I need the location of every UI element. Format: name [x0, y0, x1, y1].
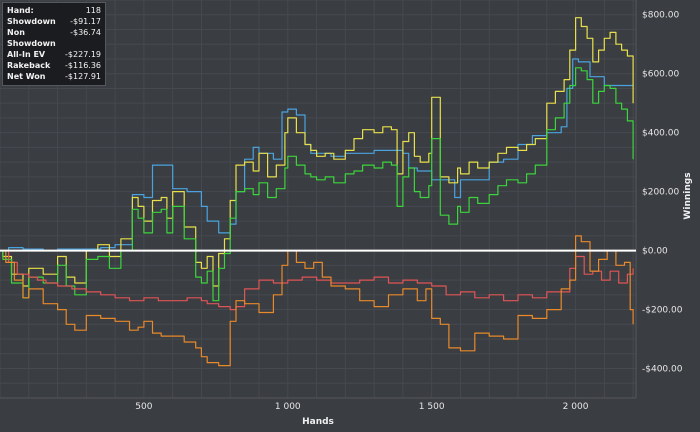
- y-tick-labels: $800.00 $600.00 $400.00 $200.00 $0.00 -$200.0…: [642, 11, 683, 375]
- y-axis-title: Winnings: [683, 172, 693, 219]
- y-tick-label: $200.00: [642, 188, 679, 198]
- y-tick-label: -$400.00: [642, 365, 683, 375]
- summary-value: -$127.91: [65, 72, 101, 81]
- summary-row: Rakeback -$116.36: [7, 60, 101, 71]
- series-line-1: [0, 17, 634, 287]
- summary-row: Showdown -$91.17: [7, 16, 101, 27]
- summary-value: -$91.17: [70, 17, 101, 26]
- summary-label: All-In EV: [7, 50, 46, 59]
- x-axis-title: Hands: [302, 417, 334, 427]
- x-tick-labels: 500 1 000 1 500 2 000: [135, 402, 588, 412]
- summary-label: Rakeback: [7, 61, 51, 70]
- summary-label: Non Showdown: [7, 28, 56, 48]
- summary-row: Net Won -$127.91: [7, 71, 101, 82]
- y-tick-label: $800.00: [642, 11, 679, 21]
- series-line-2: [0, 67, 634, 302]
- x-tick-label: 1 000: [275, 402, 301, 412]
- y-tick-label: $0.00: [642, 247, 668, 257]
- x-tick-label: 2 000: [563, 402, 589, 412]
- x-tick-label: 500: [135, 402, 152, 412]
- summary-value: -$36.74: [70, 28, 101, 37]
- summary-row: Hand: 118: [7, 5, 101, 16]
- summary-value: -$116.36: [65, 61, 101, 70]
- y-tick-label: -$200.00: [642, 306, 683, 316]
- y-tick-label: $600.00: [642, 70, 679, 80]
- summary-value: 118: [85, 6, 101, 15]
- summary-label: Showdown: [7, 17, 56, 26]
- x-tick-label: 1 500: [419, 402, 445, 412]
- summary-label: Net Won: [7, 72, 46, 81]
- y-tick-label: $400.00: [642, 129, 679, 139]
- summary-label: Hand:: [7, 6, 34, 15]
- series-lines: [0, 17, 634, 367]
- summary-row: Non Showdown -$36.74: [7, 27, 101, 49]
- series-line-4: [0, 235, 634, 367]
- summary-stats-box: Hand: 118 Showdown -$91.17 Non Showdown -$36.…: [2, 2, 106, 86]
- series-line-0: [0, 58, 634, 252]
- summary-row: All-In EV -$227.19: [7, 49, 101, 60]
- summary-value: -$227.19: [65, 50, 101, 59]
